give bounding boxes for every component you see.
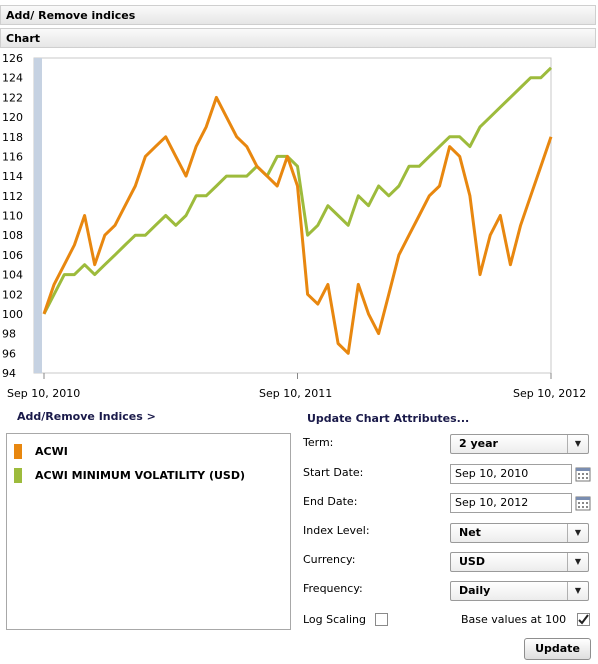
log-scaling-checkbox[interactable] bbox=[375, 613, 388, 626]
end-date-input[interactable]: Sep 10, 2012 bbox=[450, 493, 572, 513]
frequency-label: Frequency: bbox=[303, 582, 363, 595]
term-select[interactable]: 2 year ▼ bbox=[450, 434, 589, 454]
legend-swatch bbox=[14, 467, 22, 483]
term-value: 2 year bbox=[459, 437, 498, 450]
triangle-down-icon: ▼ bbox=[567, 582, 588, 600]
y-tick-label: 108 bbox=[2, 229, 23, 242]
series-line-acwi-min-vol bbox=[42, 66, 553, 315]
panel-header: Add/ Remove indices bbox=[0, 5, 596, 25]
y-tick-label: 114 bbox=[2, 170, 23, 183]
index-level-value: Net bbox=[459, 526, 481, 539]
frequency-select[interactable]: Daily ▼ bbox=[450, 581, 589, 601]
triangle-down-icon: ▼ bbox=[567, 435, 588, 453]
triangle-down-icon: ▼ bbox=[567, 524, 588, 542]
legend-item-acwi[interactable]: ACWI bbox=[14, 443, 68, 459]
y-tick-label: 106 bbox=[2, 249, 23, 262]
update-attributes-title: Update Chart Attributes... bbox=[307, 412, 470, 425]
start-date-input[interactable]: Sep 10, 2010 bbox=[450, 464, 572, 484]
y-tick-label: 100 bbox=[2, 308, 23, 321]
x-tick-label: Sep 10, 2011 bbox=[259, 387, 333, 400]
x-tick-label: Sep 10, 2012 bbox=[513, 387, 587, 400]
panel-title: Add/ Remove indices bbox=[6, 9, 136, 22]
y-tick-label: 96 bbox=[2, 347, 16, 360]
chart: 126 124 122 120 118 116 114 112 110 108 106 104 102 1… bbox=[2, 52, 553, 380]
y-tick-label: 116 bbox=[2, 150, 23, 163]
index-level-label: Index Level: bbox=[303, 524, 370, 537]
y-tick-label: 120 bbox=[2, 111, 23, 124]
y-tick-label: 126 bbox=[2, 52, 23, 65]
legend-swatch bbox=[14, 443, 22, 459]
y-tick-label: 118 bbox=[2, 131, 23, 144]
chart-header: Chart bbox=[0, 28, 596, 48]
y-tick-label: 112 bbox=[2, 190, 23, 203]
calendar-icon[interactable] bbox=[575, 495, 591, 511]
check-icon bbox=[578, 614, 589, 625]
legend-item-acwi-min-vol[interactable]: ACWI MINIMUM VOLATILITY (USD) bbox=[14, 467, 245, 483]
triangle-down-icon: ▼ bbox=[567, 553, 588, 571]
add-remove-indices-link[interactable]: Add/Remove Indices > bbox=[17, 410, 156, 423]
legend-label: ACWI MINIMUM VOLATILITY (USD) bbox=[35, 468, 246, 482]
legend-label: ACWI bbox=[35, 444, 68, 458]
start-date-label: Start Date: bbox=[303, 466, 364, 479]
index-level-select[interactable]: Net ▼ bbox=[450, 523, 589, 543]
y-tick-label: 94 bbox=[2, 367, 16, 380]
chart-header-title: Chart bbox=[6, 32, 41, 45]
frequency-value: Daily bbox=[459, 584, 491, 597]
term-label: Term: bbox=[303, 436, 334, 449]
currency-select[interactable]: USD ▼ bbox=[450, 552, 589, 572]
y-tick-label: 104 bbox=[2, 269, 23, 282]
base-values-checkbox[interactable] bbox=[577, 613, 590, 626]
y-tick-label: 122 bbox=[2, 91, 23, 104]
y-tick-label: 110 bbox=[2, 210, 23, 223]
x-tick-label: Sep 10, 2010 bbox=[7, 387, 81, 400]
base-values-label: Base values at 100 bbox=[461, 613, 567, 626]
y-tick-label: 124 bbox=[2, 72, 23, 85]
y-tick-label: 102 bbox=[2, 288, 23, 301]
plot-band bbox=[34, 58, 42, 373]
calendar-icon[interactable] bbox=[575, 466, 591, 482]
y-tick-label: 98 bbox=[2, 328, 16, 341]
currency-value: USD bbox=[459, 555, 485, 568]
log-scaling-label: Log Scaling bbox=[303, 613, 366, 626]
end-date-label: End Date: bbox=[303, 495, 358, 508]
series-line-acwi bbox=[42, 95, 553, 355]
legend-panel: ACWI ACWI MINIMUM VOLATILITY (USD) bbox=[6, 433, 291, 630]
update-button[interactable]: Update bbox=[524, 638, 591, 660]
currency-label: Currency: bbox=[303, 553, 356, 566]
